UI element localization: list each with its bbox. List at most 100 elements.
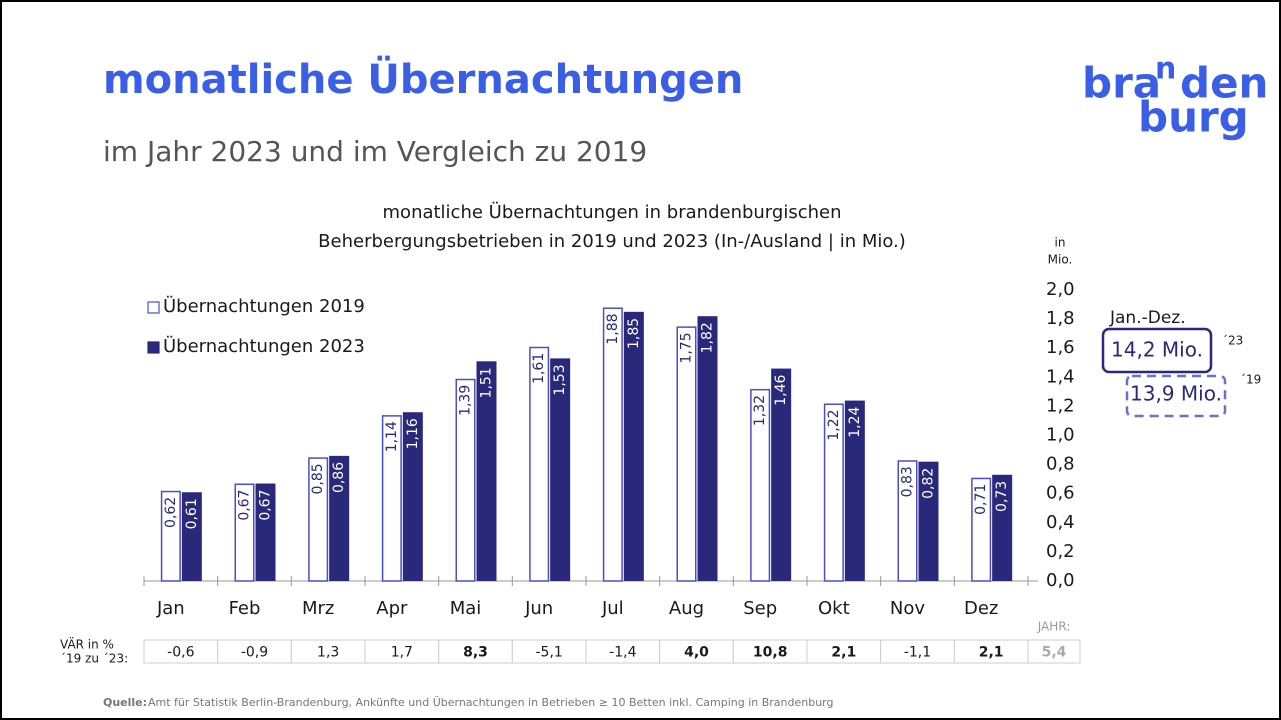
bar: [181, 492, 202, 581]
change-value: 2,1: [831, 645, 856, 661]
value-label: 1,16: [405, 418, 421, 449]
y-tick-label: 0,4: [1046, 512, 1075, 533]
bar: [676, 326, 697, 582]
annotation-box: [1101, 327, 1213, 374]
x-tick-label: Okt: [818, 598, 850, 619]
bar: [918, 461, 939, 581]
x-tick-label: Apr: [376, 598, 408, 619]
value-label: 1,85: [626, 318, 642, 349]
bar: [971, 477, 992, 582]
annotation: 13,9 Mio.: [1130, 382, 1222, 406]
change-value: 2,1: [979, 645, 1004, 661]
y-axis-label: Mio.: [1048, 253, 1073, 267]
chart-title: monatliche Übernachtungen in brandenburg…: [383, 201, 842, 223]
bar: [623, 311, 644, 581]
row-label: VÄR in %: [60, 637, 114, 652]
logo-part: n: [1155, 52, 1176, 87]
logo: bra n den burg: [1082, 52, 1268, 142]
value-label: 1,22: [826, 409, 842, 440]
change-value: 10,8: [753, 645, 788, 661]
y-tick-label: 0,6: [1046, 483, 1075, 504]
bar: [844, 400, 865, 581]
bar: [402, 412, 423, 581]
annotation: ´23: [1222, 334, 1243, 348]
bar: [750, 388, 771, 582]
value-label: 0,67: [258, 490, 274, 521]
change-value: -0,9: [241, 645, 268, 661]
bar: [602, 307, 623, 582]
x-tick-label: Nov: [890, 598, 925, 619]
annotation-box: [1125, 374, 1227, 418]
value-label: 1,14: [384, 421, 400, 452]
x-tick-label: Mrz: [302, 598, 334, 619]
bar: [529, 346, 550, 582]
row-label: ´19 zu ´23:: [60, 652, 128, 666]
change-value: 8,3: [463, 645, 488, 661]
value-label: 0,67: [237, 490, 253, 521]
x-tick-label: Feb: [229, 598, 261, 619]
change-value: 4,0: [684, 645, 709, 661]
change-value: 1,3: [317, 645, 339, 661]
annotation: ´19: [1240, 373, 1261, 387]
subtitle: im Jahr 2023 und im Vergleich zu 2019: [103, 135, 647, 168]
legend-label: Übernachtungen 2019: [163, 295, 365, 317]
y-tick-label: 0,0: [1046, 570, 1075, 591]
logo-part: den: [1180, 59, 1268, 108]
plot: 0,0 0,2 0,4 0,6 0,8 1,0 1,2 1,4 1,6 1,8 2,0 Jan 0,62…: [60, 279, 1261, 666]
legend-swatch: [147, 301, 160, 314]
y-tick-label: 1,4: [1046, 366, 1075, 387]
chart-title: Beherbergungsbetrieben in 2019 und 2023 …: [318, 231, 906, 252]
value-label: 1,88: [605, 313, 621, 344]
value-label: 1,51: [479, 367, 495, 398]
y-axis-label: in: [1055, 236, 1066, 250]
y-tick-label: 0,8: [1046, 454, 1075, 475]
logo-part: bra: [1082, 59, 1161, 108]
x-tick-label: Aug: [669, 598, 704, 619]
bar: [992, 474, 1013, 581]
value-label: 0,83: [900, 466, 916, 497]
total-value: 5,4: [1042, 645, 1067, 661]
bar: [697, 316, 718, 581]
value-label: 0,61: [184, 498, 200, 529]
bar: [476, 361, 497, 581]
source-label: Quelle:: [103, 696, 147, 709]
bar: [771, 368, 792, 581]
bar: [897, 460, 918, 582]
value-label: 1,61: [531, 353, 547, 384]
value-label: 1,39: [458, 385, 474, 416]
value-label: 1,82: [700, 322, 716, 353]
x-tick-label: Jan: [156, 598, 185, 619]
x-tick-label: Dez: [964, 598, 998, 619]
bar: [550, 358, 571, 581]
y-tick-label: 1,8: [1046, 308, 1075, 329]
x-tick-label: Jun: [524, 598, 553, 619]
y-tick-label: 1,0: [1046, 425, 1075, 446]
bar: [308, 457, 329, 582]
bar: [255, 483, 276, 581]
value-label: 1,46: [773, 374, 789, 405]
bar: [381, 415, 402, 582]
change-value: 1,7: [391, 645, 413, 661]
y-tick-label: 1,6: [1046, 337, 1075, 358]
bar: [329, 455, 350, 581]
change-value: -5,1: [536, 645, 563, 661]
y-tick-label: 1,2: [1046, 395, 1075, 416]
legend-swatch: [147, 341, 160, 354]
change-value: -0,6: [167, 645, 194, 661]
value-label: 0,86: [331, 462, 347, 493]
value-label: 1,24: [847, 406, 863, 437]
change-value: -1,4: [609, 645, 636, 661]
value-label: 1,32: [752, 395, 768, 426]
value-label: 0,62: [163, 497, 179, 528]
value-label: 0,71: [973, 484, 989, 515]
total-label: JAHR:: [1037, 620, 1071, 634]
value-label: 1,53: [552, 364, 568, 395]
x-tick-label: Jul: [601, 598, 624, 619]
bar: [234, 483, 255, 582]
bar: [160, 490, 181, 582]
annotation: 14,2 Mio.: [1111, 338, 1203, 362]
value-label: 0,82: [921, 468, 937, 499]
value-label: 0,73: [994, 481, 1010, 512]
x-tick-label: Mai: [450, 598, 482, 619]
